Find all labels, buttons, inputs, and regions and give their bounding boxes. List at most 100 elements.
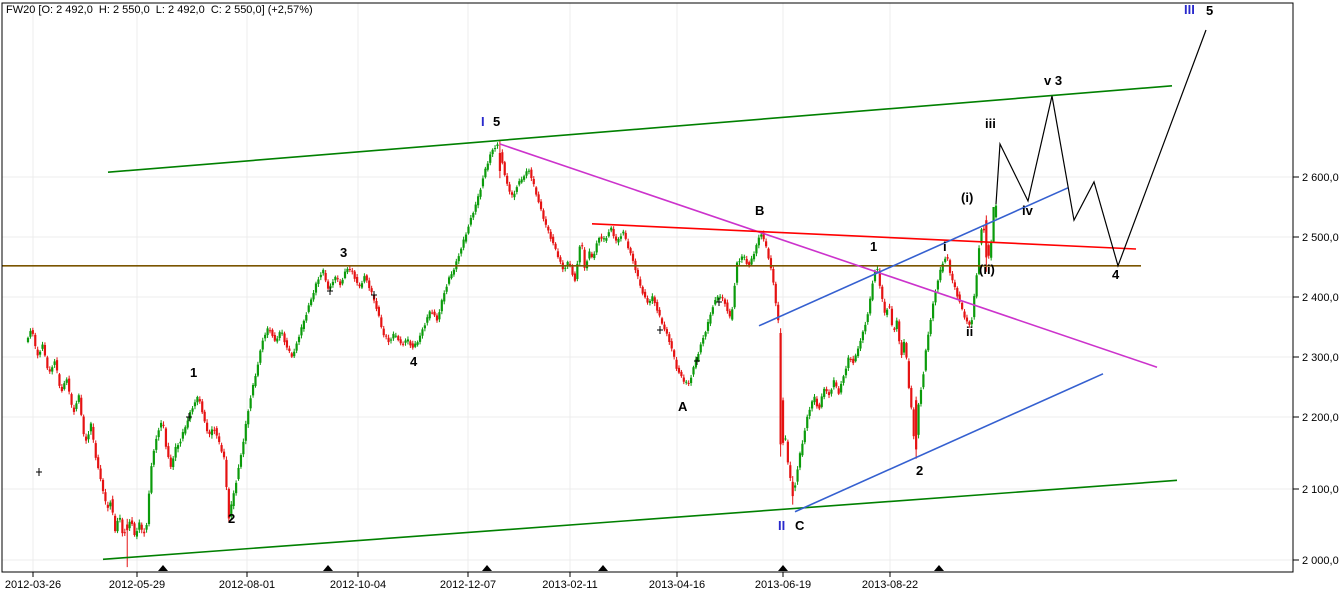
candle-up [63,383,66,390]
candle-up [147,493,151,525]
candle-up [515,187,518,192]
candle-up [830,389,833,394]
candle-down [387,337,390,343]
candle-up [317,279,320,284]
candle-down [581,245,584,247]
candle-up [689,377,693,384]
wave-label-4: 4 [1112,267,1120,282]
candle-up [842,376,845,383]
candle-up [295,343,298,351]
candle-up [314,283,318,293]
candle-up [418,335,422,342]
candle-down [503,162,506,175]
candle-down [614,236,618,241]
candle-up [331,281,335,286]
candle-down [92,426,95,440]
candle-down [670,341,673,349]
candle-down [539,201,543,210]
expiry-marker-icon [482,565,492,571]
candle-up [525,171,528,176]
candle-down [121,519,124,534]
candle-up [977,248,981,274]
y-tick-label: 2 600,0 [1302,172,1339,184]
candle-down [368,280,371,289]
candle-down [375,300,378,309]
candle-down [818,404,821,409]
y-tick-label: 2 300,0 [1302,352,1339,364]
wave-label-ii: ii [966,324,974,339]
candle-down [31,330,34,334]
expiry-marker-icon [158,565,168,571]
candle-up [697,353,700,361]
candle-up [160,422,163,428]
candle-down [721,297,724,299]
candle-up [41,344,44,349]
candle-up [109,502,112,507]
candle-up [980,229,983,244]
candle-up [936,280,940,290]
candle-down [900,342,903,356]
candle-up [970,320,973,325]
candle-up [651,296,654,302]
candle-down [781,400,785,443]
candle-up [89,423,93,432]
candle-down [982,228,985,231]
candle-down [365,275,368,281]
candle-up [297,336,301,343]
candle-down [769,258,773,269]
candle-down [665,329,668,334]
candle-down [907,361,910,388]
candle-down [48,369,51,372]
candle-down [123,532,126,534]
candle-down [745,258,748,264]
candle-up [305,314,308,321]
candle-up [794,485,797,488]
candle-down [215,428,218,436]
candle-up [844,368,848,376]
candle-up [404,340,407,343]
candle-down [501,152,504,163]
candle-up [847,357,850,368]
candle-up [806,416,809,429]
candle-down [530,169,533,179]
candle-up [919,389,923,404]
candle-up [341,279,344,284]
candle-down [881,286,884,299]
candle-up [193,402,197,407]
candle-down [636,269,639,277]
candle-down [348,269,351,271]
candle-down [687,382,690,384]
candle-up [685,381,688,383]
candle-up [128,521,131,529]
candle-up [796,469,799,482]
candle-up [757,237,760,246]
candle-up [29,331,32,337]
candle-down [409,341,412,346]
candle-down [433,311,436,316]
candle-up [157,430,160,438]
candle-down [198,399,201,402]
candle-up [443,293,446,302]
candle-down [779,333,782,445]
lower-green-channel [102,479,1178,561]
candle-up [264,334,267,339]
candle-down [111,499,114,513]
candle-down [961,302,964,310]
candle-down [748,262,751,267]
upper-blue-channel [758,187,1069,327]
candle-up [704,332,707,337]
candle-down [675,359,678,369]
candle-down [106,504,109,508]
candle-down [958,294,961,302]
candle-down [290,353,293,357]
candle-down [201,401,204,413]
candle-down [658,309,661,316]
candle-down [680,371,683,377]
candle-up [840,383,843,393]
candle-down [82,416,85,435]
candle-down [385,335,388,337]
candle-up [181,432,184,439]
candle-down [382,328,385,336]
